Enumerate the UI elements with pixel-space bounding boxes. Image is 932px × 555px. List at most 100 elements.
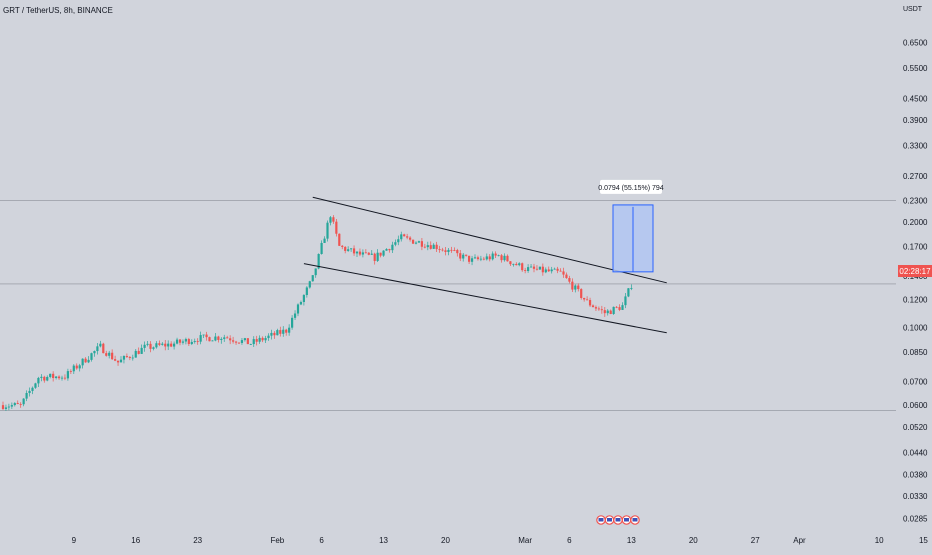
x-tick-label: 6 <box>319 536 324 545</box>
candle-body <box>311 275 314 282</box>
y-tick-label: 0.0330 <box>903 492 928 501</box>
candle-body <box>550 269 553 272</box>
candle-body <box>255 339 258 342</box>
candle-body <box>288 327 291 333</box>
candle-body <box>470 258 474 262</box>
candle-body <box>184 339 187 342</box>
candle-body <box>606 310 609 314</box>
candle-body <box>22 398 25 405</box>
candle-body <box>43 376 46 381</box>
candle-body <box>122 356 126 360</box>
candle-body <box>146 343 149 345</box>
candle-body <box>438 249 441 250</box>
candle-body <box>175 339 179 344</box>
candle-body <box>243 338 246 341</box>
candle-body <box>456 250 459 254</box>
candle-body <box>37 377 40 384</box>
candle-body <box>462 254 465 259</box>
candle-body <box>376 252 379 261</box>
candle-body <box>473 257 477 259</box>
candle-body <box>603 310 606 314</box>
candle-body <box>13 403 16 406</box>
candle-body <box>621 305 624 310</box>
candle-body <box>391 244 394 251</box>
current-price-tag[interactable]: 02:28:17 <box>898 265 932 277</box>
x-tick-label: 10 <box>875 536 884 545</box>
candle-body <box>468 255 471 262</box>
candle-body <box>81 358 84 366</box>
candle-body <box>379 252 382 256</box>
candle-body <box>627 288 630 297</box>
y-tick-label: 0.1000 <box>903 323 928 332</box>
y-tick-label: 0.5500 <box>903 64 928 73</box>
candle-body <box>291 317 294 328</box>
candle-body <box>202 334 205 336</box>
candle-body <box>296 304 300 314</box>
candle-body <box>305 287 308 296</box>
y-tick-label: 0.2000 <box>903 218 928 227</box>
candle-body <box>7 406 10 408</box>
candle-body <box>476 257 480 260</box>
candle-body <box>562 271 565 275</box>
candle-body <box>630 288 633 289</box>
candle-body <box>137 350 140 354</box>
candle-body <box>31 387 34 391</box>
channel-trendline[interactable] <box>303 263 667 334</box>
candle-body <box>226 337 229 339</box>
candle-body <box>521 263 524 271</box>
candle-body <box>270 332 273 336</box>
candle-body <box>128 356 131 358</box>
candle-body <box>181 341 185 343</box>
candle-body <box>193 341 196 342</box>
candle-body <box>46 376 49 381</box>
candle-body <box>397 239 400 243</box>
candle-body <box>78 365 81 369</box>
candle-body <box>267 335 270 339</box>
candle-body <box>364 252 367 254</box>
y-tick-label: 0.6500 <box>903 38 928 47</box>
candle-body <box>394 242 397 245</box>
candle-body <box>344 246 347 251</box>
x-tick-label: 13 <box>627 536 636 545</box>
candle-body <box>580 289 583 298</box>
event-flag-inner <box>632 518 638 522</box>
candle-body <box>158 343 161 345</box>
candle-body <box>57 376 61 379</box>
y-tick-label: 0.0440 <box>903 448 928 457</box>
event-flag-inner <box>624 518 629 522</box>
y-tick-label: 0.3900 <box>903 116 928 125</box>
candle-body <box>125 356 128 357</box>
candle-body <box>264 338 267 341</box>
candle-body <box>382 250 385 256</box>
candle-body <box>90 353 93 360</box>
measure-label: 0.0794 (55.15%) 794 <box>598 185 663 192</box>
candle-body <box>435 244 438 250</box>
y-axis-unit: USDT <box>903 6 923 13</box>
candle-body <box>119 359 123 363</box>
candle-body <box>302 295 305 302</box>
candle-body <box>500 255 503 261</box>
candle-body <box>252 339 255 345</box>
candle-body <box>338 233 341 246</box>
candle-body <box>352 248 356 254</box>
x-tick-label: 23 <box>193 536 202 545</box>
candle-body <box>34 383 37 388</box>
candle-body <box>131 357 134 359</box>
candle-body <box>234 341 238 343</box>
channel-trendline[interactable] <box>312 196 667 284</box>
candle-body <box>19 403 22 405</box>
candle-body <box>332 217 335 222</box>
candle-body <box>220 338 223 340</box>
x-tick-label: 15 <box>919 536 928 545</box>
y-tick-label: 0.0380 <box>903 471 928 480</box>
candle-body <box>223 337 226 339</box>
candle-body <box>568 278 571 282</box>
candle-body <box>488 256 491 260</box>
candle-body <box>143 344 146 348</box>
candle-body <box>205 334 208 338</box>
candle-body <box>497 255 500 257</box>
y-tick-label: 0.4500 <box>903 94 928 103</box>
